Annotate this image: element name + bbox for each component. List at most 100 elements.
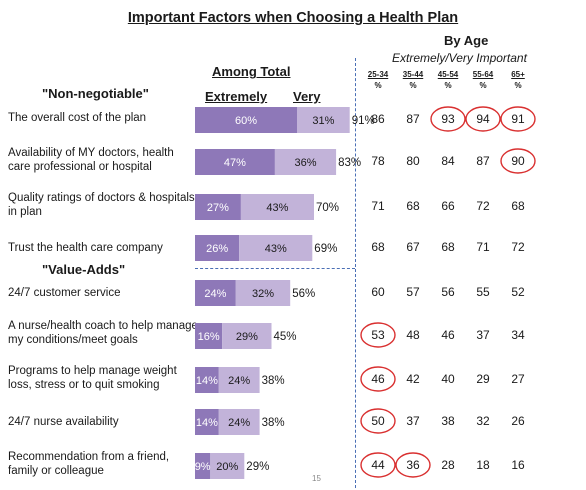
age-group-unit: % (479, 81, 487, 90)
age-value: 87 (476, 154, 490, 168)
bar-extremely (195, 323, 223, 349)
age-value: 42 (406, 372, 420, 386)
bar-extremely-label: 24% (204, 288, 226, 300)
bar-very (222, 323, 272, 349)
bar-total-label: 38% (262, 375, 285, 387)
age-value: 68 (511, 199, 525, 213)
age-value: 52 (511, 285, 525, 299)
highlight-circle (360, 408, 396, 434)
age-value: 40 (441, 372, 455, 386)
age-group-header: 25-34 (367, 70, 389, 79)
bar-extremely (195, 235, 240, 261)
section-label-value-adds: "Value-Adds" (42, 262, 126, 277)
bar-very (218, 409, 260, 435)
age-group-unit: % (514, 81, 522, 90)
age-value: 57 (406, 285, 420, 299)
age-value: 78 (371, 154, 385, 168)
bar-extremely (195, 194, 241, 220)
highlight-circle (395, 452, 431, 478)
age-value: 84 (441, 154, 455, 168)
age-value: 36 (406, 458, 420, 472)
factor-label: Recommendation from a friend, family or … (8, 451, 170, 477)
age-value: 60 (371, 285, 385, 299)
age-group-unit: % (444, 81, 452, 90)
highlight-circle (500, 148, 536, 174)
bar-very (274, 149, 337, 175)
age-value: 86 (371, 112, 385, 126)
age-value: 93 (441, 112, 455, 126)
bar-extremely-label: 9% (195, 461, 211, 473)
bar-extremely (195, 367, 219, 393)
age-value: 68 (441, 240, 455, 254)
age-value: 66 (441, 199, 455, 213)
age-value: 16 (511, 458, 525, 472)
bar-extremely-label: 14% (196, 375, 218, 387)
age-value: 94 (476, 112, 490, 126)
bar-very-label: 31% (312, 115, 334, 127)
factor-label: A nurse/health coach to help manage my c… (8, 320, 198, 346)
age-value: 46 (441, 328, 455, 342)
age-value: 44 (371, 458, 385, 472)
factor-label: 24/7 nurse availability (8, 416, 119, 428)
highlight-circle (430, 106, 466, 132)
factor-label: Programs to help manage weight loss, str… (8, 365, 177, 391)
age-value: 72 (511, 240, 525, 254)
age-value: 27 (511, 372, 525, 386)
bar-extremely-label: 26% (206, 243, 228, 255)
age-value: 38 (441, 414, 455, 428)
bar-total-label: 91% (352, 115, 375, 127)
section-label-non-negotiable: "Non-negotiable" (42, 86, 149, 101)
highlight-circle (360, 322, 396, 348)
highlight-circle (360, 452, 396, 478)
by-age-heading: By Age (444, 33, 489, 48)
age-group-header: 35-44 (402, 70, 424, 79)
age-value: 67 (406, 240, 420, 254)
age-value: 34 (511, 328, 525, 342)
by-age-subheading: Extremely/Very Important (392, 51, 527, 65)
factor-label: Quality ratings of doctors & hospitals i… (8, 192, 195, 218)
age-value: 71 (476, 240, 490, 254)
age-group-header: 55-64 (472, 70, 494, 79)
bar-very-label: 36% (294, 157, 316, 169)
age-value: 53 (371, 328, 385, 342)
legend-very: Very (293, 89, 321, 104)
age-group-unit: % (409, 81, 417, 90)
bar-extremely (195, 149, 275, 175)
age-group-header: 65+ (511, 70, 525, 79)
highlight-circle (360, 366, 396, 392)
bar-very-label: 43% (266, 202, 288, 214)
bar-very (210, 453, 245, 479)
age-value: 68 (406, 199, 420, 213)
age-value: 46 (371, 372, 385, 386)
age-value: 32 (476, 414, 490, 428)
factor-label: Availability of MY doctors, health care … (8, 147, 174, 173)
age-value: 91 (511, 112, 525, 126)
factor-label: 24/7 customer service (8, 287, 121, 299)
bar-very-label: 24% (228, 375, 250, 387)
bar-total-label: 83% (338, 157, 361, 169)
bar-extremely (195, 107, 297, 133)
legend-extremely: Extremely (205, 89, 268, 104)
age-value: 29 (476, 372, 490, 386)
age-value: 72 (476, 199, 490, 213)
bar-very-label: 20% (216, 461, 238, 473)
highlight-circle (465, 106, 501, 132)
column-divider (355, 58, 356, 488)
bar-very-label: 29% (236, 331, 258, 343)
bar-total-label: 29% (246, 461, 269, 473)
age-value: 37 (406, 414, 420, 428)
age-value: 71 (371, 199, 385, 213)
age-value: 90 (511, 154, 525, 168)
bar-total-label: 56% (292, 288, 315, 300)
bar-extremely-label: 16% (198, 331, 220, 343)
bar-very-label: 43% (265, 243, 287, 255)
bar-very (239, 235, 313, 261)
bar-extremely-label: 60% (235, 115, 257, 127)
chart-title: Important Factors when Choosing a Health… (127, 10, 459, 26)
highlight-circle (500, 106, 536, 132)
bar-very (240, 194, 314, 220)
bar-extremely (195, 409, 219, 435)
bar-total-label: 69% (314, 243, 337, 255)
factor-label: Trust the health care company (8, 242, 163, 254)
